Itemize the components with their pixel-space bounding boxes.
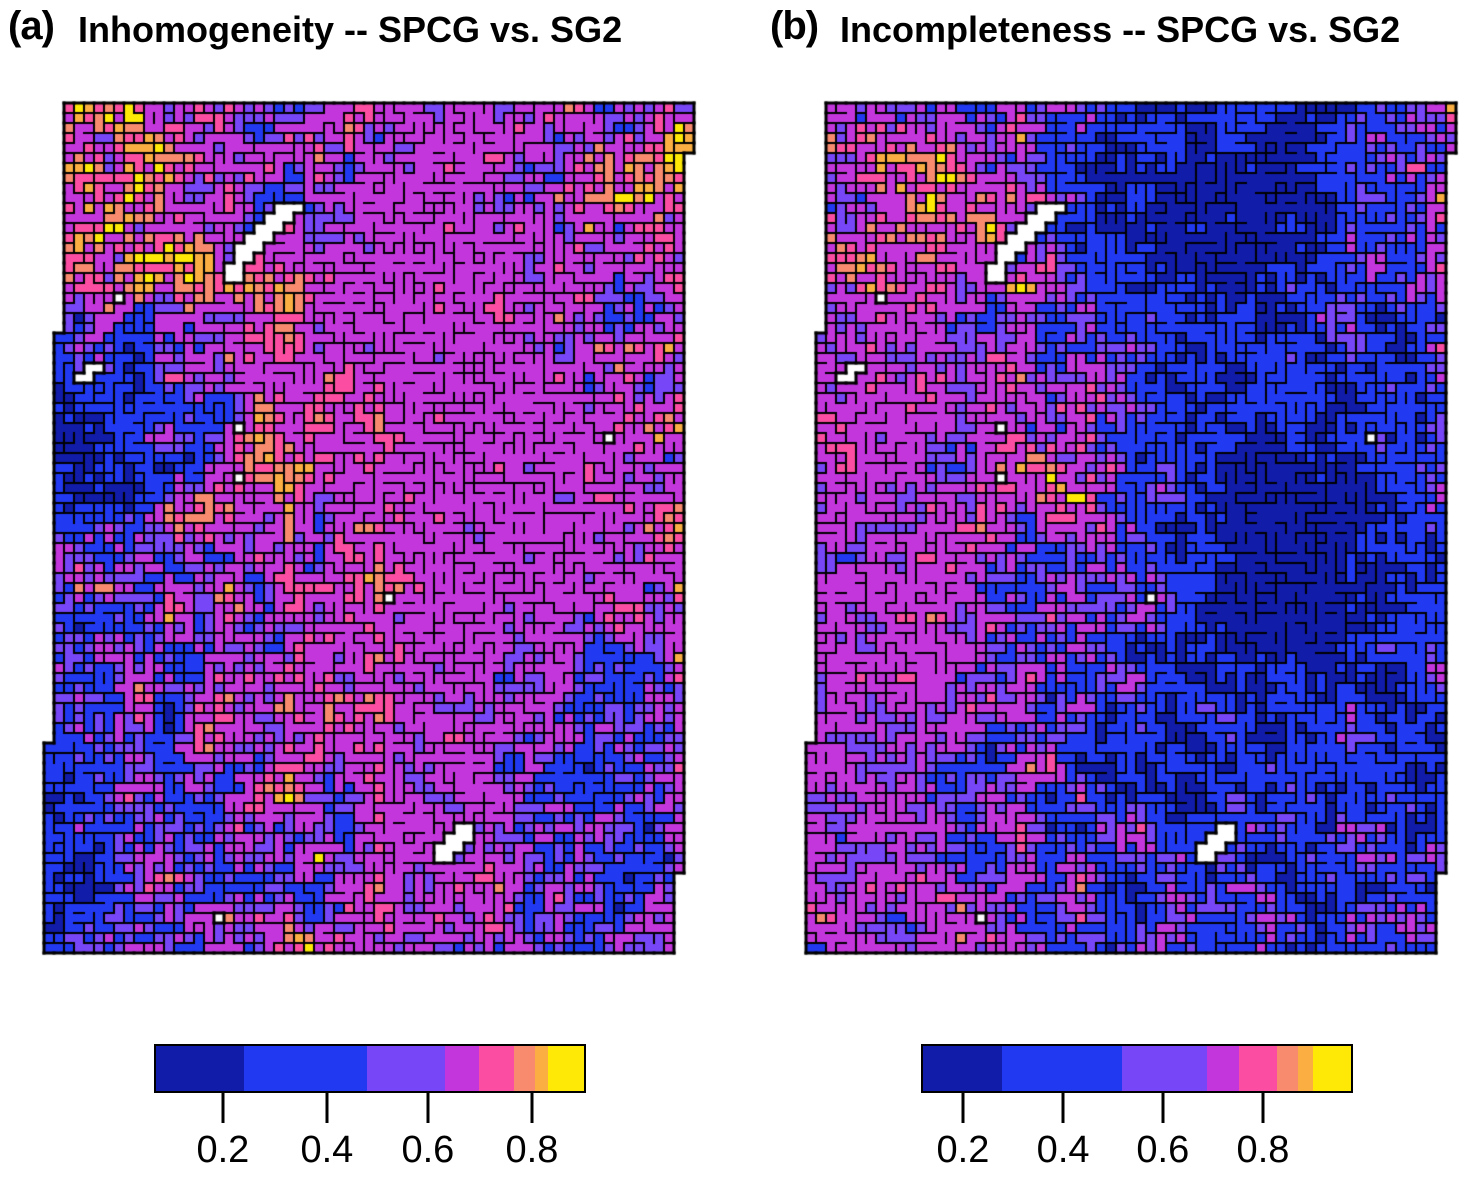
panel-b-mosaic-map: [803, 100, 1467, 962]
colorbar-segment-orange: [1297, 1046, 1313, 1091]
colorbar-segment-navy: [923, 1046, 1003, 1091]
colorbar-segment-pink: [1238, 1046, 1277, 1091]
colorbar-segment-magenta: [1206, 1046, 1239, 1091]
panel-b-label: (b): [770, 4, 819, 48]
colorbar-tick-label: 0.6: [401, 1129, 455, 1171]
colorbar-segment-violet: [367, 1046, 445, 1091]
colorbar-tick-label: 0.4: [300, 1129, 354, 1171]
colorbar-tick: [325, 1091, 329, 1123]
colorbar-segment-salmon: [1276, 1046, 1298, 1091]
colorbar-segment-navy: [156, 1046, 245, 1091]
colorbar-tick: [961, 1091, 965, 1123]
colorbar-tick-label: 0.2: [196, 1129, 250, 1171]
colorbar-tick-label: 0.8: [1236, 1129, 1290, 1171]
colorbar-tick: [530, 1091, 534, 1123]
panel-a-mosaic-map: [41, 100, 705, 962]
colorbar-segment-pink: [479, 1046, 514, 1091]
panel-a-colorbar-ticks: 0.2 0.4 0.6 0.8: [154, 1091, 582, 1175]
colorbar-tick-label: 0.2: [936, 1129, 990, 1171]
colorbar-segment-magenta: [444, 1046, 480, 1091]
panel-b-title: Incompleteness -- SPCG vs. SG2: [840, 9, 1401, 50]
colorbar-segment-violet: [1122, 1046, 1207, 1091]
colorbar-segment-yellow: [548, 1046, 584, 1091]
panel-a-colorbar: [154, 1044, 586, 1093]
panel-a-title: Inhomogeneity -- SPCG vs. SG2: [78, 9, 623, 50]
colorbar-segment-blue: [1002, 1046, 1122, 1091]
colorbar-tick: [221, 1091, 225, 1123]
colorbar-tick: [1061, 1091, 1065, 1123]
colorbar-segment-orange: [534, 1046, 549, 1091]
panel-b-colorbar: [921, 1044, 1353, 1093]
panel-b-colorbar-ticks: 0.2 0.4 0.6 0.8: [921, 1091, 1349, 1175]
colorbar-tick-label: 0.8: [505, 1129, 559, 1171]
colorbar-tick: [1261, 1091, 1265, 1123]
panel-a-label: (a): [8, 4, 55, 48]
colorbar-segment-yellow: [1312, 1046, 1351, 1091]
colorbar-tick-label: 0.4: [1036, 1129, 1090, 1171]
colorbar-segment-salmon: [513, 1046, 535, 1091]
colorbar-segment-blue: [244, 1046, 368, 1091]
colorbar-tick: [1161, 1091, 1165, 1123]
colorbar-tick-label: 0.6: [1136, 1129, 1190, 1171]
colorbar-tick: [426, 1091, 430, 1123]
